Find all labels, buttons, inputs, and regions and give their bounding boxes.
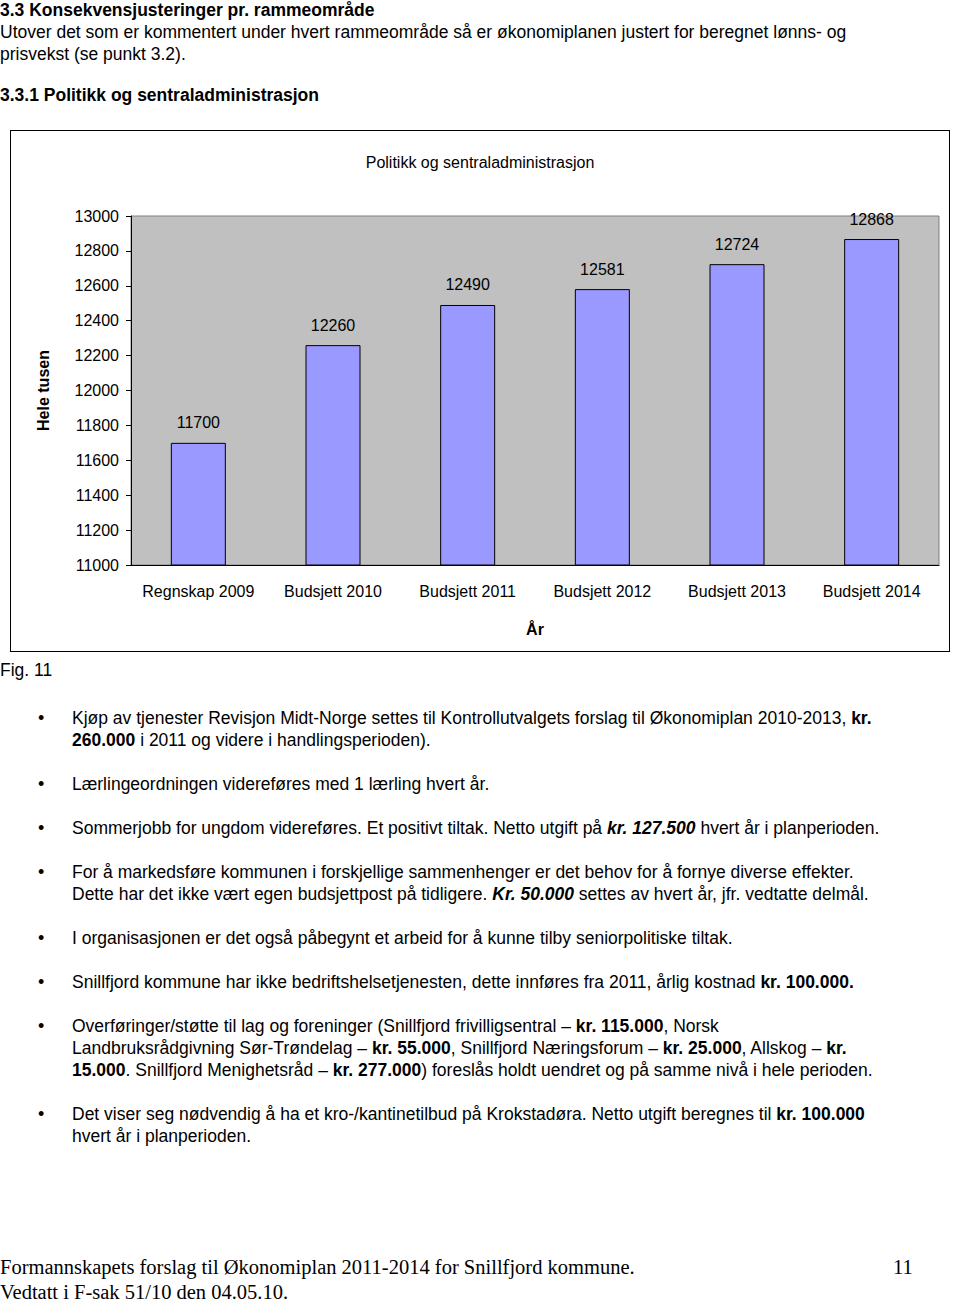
svg-text:Budsjett 2013: Budsjett 2013 (688, 583, 786, 600)
svg-text:12260: 12260 (311, 317, 356, 334)
html-text:Overføringer/støtte til lag og: Overføringer/støtte til lag og foreninge… (72, 1016, 873, 1080)
svg-text:12000: 12000 (75, 382, 120, 399)
html-text:For å markedsføre kommunen i f: For å markedsføre kommunen i forskjellig… (72, 862, 869, 904)
svg-text:Budsjett 2012: Budsjett 2012 (553, 583, 651, 600)
svg-text:11200: 11200 (76, 522, 119, 539)
html-text:Formannskapets forslag til Øko: Formannskapets forslag til Økonomiplan 2… (0, 1256, 635, 1278)
svg-text:Hele tusen: Hele tusen (35, 350, 52, 431)
html-text:Utover det som er kommentert u: Utover det som er kommentert under hvert… (0, 22, 847, 64)
svg-text:År: År (526, 620, 544, 638)
html-text:Kjøp av tjenester Revisjon Mid: Kjøp av tjenester Revisjon Midt-Norge se… (72, 708, 872, 750)
svg-text:12800: 12800 (75, 242, 120, 259)
svg-text:12868: 12868 (849, 211, 894, 228)
html-text:hvert år i planperioden.: hvert år i planperioden. (72, 1126, 251, 1146)
svg-text:11400: 11400 (76, 487, 119, 504)
svg-text:12581: 12581 (580, 261, 625, 278)
html-text:Vedtatt i F-sak 51/10 den 04.0: Vedtatt i F-sak 51/10 den 04.05.10. (0, 1281, 289, 1303)
svg-text:12490: 12490 (445, 276, 490, 293)
svg-text:13000: 13000 (75, 208, 120, 225)
html-text:Sommerjobb for ungdom viderefø: Sommerjobb for ungdom videreføres. Et po… (72, 818, 880, 838)
svg-text:12400: 12400 (75, 312, 120, 329)
html-text:3.3 Konsekvensjusteringer pr.: 3.3 Konsekvensjusteringer pr. rammeområd… (0, 0, 375, 20)
svg-text:12200: 12200 (75, 347, 120, 364)
svg-text:Regnskap 2009: Regnskap 2009 (142, 583, 254, 600)
html-text:Snillfjord kommune har ikke be: Snillfjord kommune har ikke bedriftshels… (72, 972, 854, 992)
html-text:3.3.1 Politikk og sentraladmin: 3.3.1 Politikk og sentraladministrasjon (0, 85, 319, 105)
html-text:Lærlingeordningen videreføres: Lærlingeordningen videreføres med 1 lærl… (72, 774, 490, 794)
svg-text:12724: 12724 (715, 236, 760, 253)
html-text:I organisasjonen er det også p: I organisasjonen er det også påbegynt et… (72, 928, 733, 948)
html-text:Det viser seg nødvendig å ha e: Det viser seg nødvendig å ha et kro-/kan… (72, 1104, 865, 1124)
svg-text:11800: 11800 (76, 417, 119, 434)
svg-text:11700: 11700 (177, 414, 220, 431)
svg-text:Budsjett 2014: Budsjett 2014 (823, 583, 921, 600)
svg-text:12600: 12600 (75, 277, 120, 294)
html-text:Fig. 11: Fig. 11 (0, 660, 53, 680)
svg-text:Politikk og sentraladministras: Politikk og sentraladministrasjon (366, 154, 595, 171)
html-text:11: 11 (893, 1256, 913, 1278)
svg-text:11000: 11000 (76, 557, 119, 574)
svg-text:Budsjett 2010: Budsjett 2010 (284, 583, 382, 600)
svg-text:Budsjett 2011: Budsjett 2011 (419, 583, 516, 600)
svg-text:11600: 11600 (76, 452, 119, 469)
